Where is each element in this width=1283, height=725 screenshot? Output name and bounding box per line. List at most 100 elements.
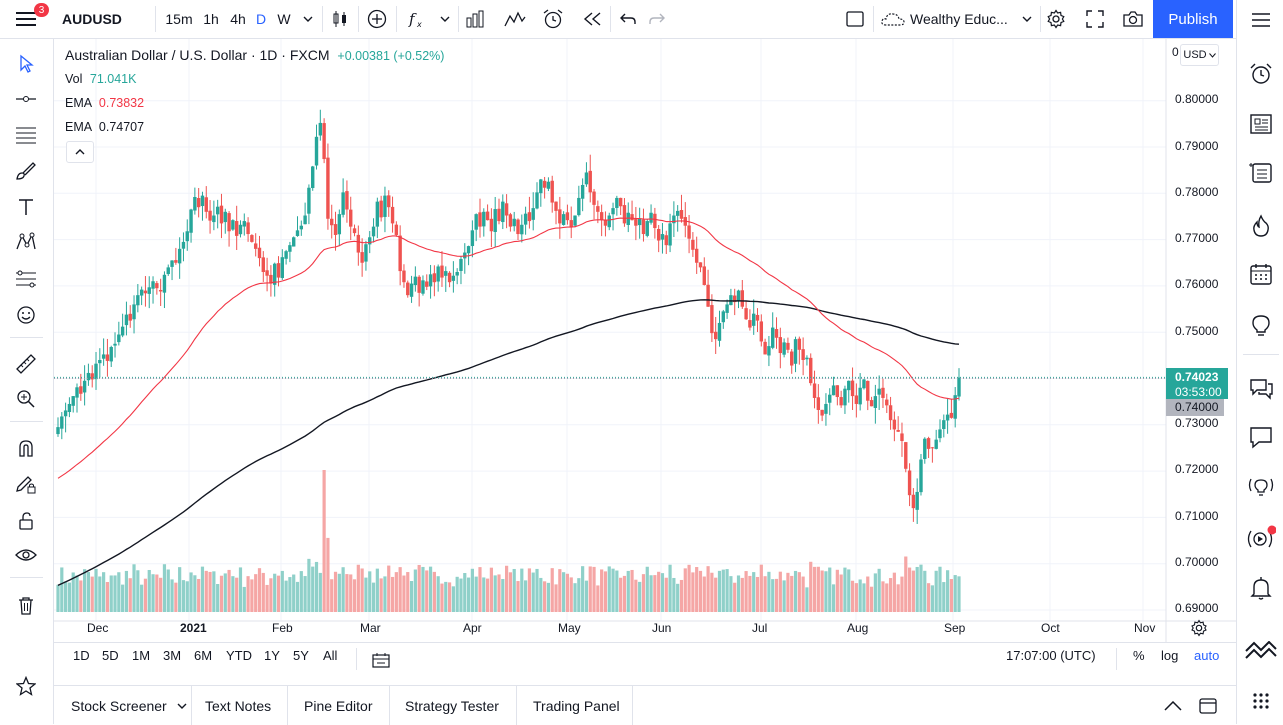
range-all[interactable]: All bbox=[323, 648, 338, 663]
lock-drawings-tool[interactable] bbox=[12, 507, 40, 535]
layout-menu-button[interactable]: Wealthy Educ... bbox=[880, 0, 1038, 38]
magnet-tool[interactable] bbox=[12, 434, 40, 462]
range-6m[interactable]: 6M bbox=[194, 648, 213, 663]
icon-tool[interactable] bbox=[12, 301, 40, 329]
ema-slow-legend[interactable]: EMA 0.74707 bbox=[65, 120, 144, 134]
volume-bar bbox=[67, 582, 72, 612]
interval-d[interactable]: D bbox=[255, 11, 267, 27]
more-options-button[interactable] bbox=[1245, 685, 1277, 717]
candle-body bbox=[717, 322, 722, 341]
indicators-dropdown[interactable] bbox=[436, 0, 454, 38]
volume-bar bbox=[729, 576, 733, 612]
utc-clock[interactable]: 17:07:00 (UTC) bbox=[1006, 648, 1096, 663]
ideas-button[interactable] bbox=[1245, 310, 1277, 342]
volume-bar bbox=[543, 581, 547, 612]
private-chat-button[interactable] bbox=[1245, 421, 1277, 453]
undo-button[interactable] bbox=[616, 0, 640, 38]
intervals-dropdown[interactable] bbox=[298, 0, 318, 38]
log-toggle[interactable]: log bbox=[1161, 648, 1179, 663]
stay-in-drawing-tool[interactable] bbox=[12, 470, 40, 498]
streams-button[interactable] bbox=[1245, 522, 1277, 554]
ema-fast-legend[interactable]: EMA 0.73832 bbox=[65, 96, 144, 110]
interval-1h[interactable]: 1h bbox=[203, 11, 219, 27]
pattern-tool[interactable] bbox=[12, 228, 40, 256]
hotlists-button[interactable] bbox=[1245, 210, 1277, 242]
news-button[interactable] bbox=[1245, 108, 1277, 140]
volume-bar bbox=[474, 576, 478, 612]
range-1m[interactable]: 1M bbox=[132, 648, 151, 663]
maximize-panel-button[interactable] bbox=[1199, 686, 1217, 725]
currency-select[interactable]: USD bbox=[1180, 44, 1219, 66]
price-axis-top-clip: 0 bbox=[1172, 45, 1179, 59]
publish-button[interactable]: Publish bbox=[1153, 0, 1233, 38]
tab-text-notes[interactable]: Text Notes bbox=[205, 697, 272, 714]
brush-tool[interactable] bbox=[12, 157, 40, 185]
collapse-panel-button[interactable] bbox=[1164, 686, 1182, 725]
alerts-button[interactable] bbox=[1245, 58, 1277, 90]
cursor-tool[interactable] bbox=[12, 50, 40, 78]
symbol-search[interactable]: AUDUSD bbox=[62, 11, 122, 27]
collapse-legend-button[interactable] bbox=[66, 141, 94, 163]
volume-legend[interactable]: Vol 71.041K bbox=[65, 72, 136, 86]
select-layout-button[interactable] bbox=[842, 0, 868, 38]
ideas-stream-button[interactable] bbox=[1245, 471, 1277, 503]
interval-4h[interactable]: 4h bbox=[230, 11, 246, 27]
prediction-tool[interactable] bbox=[12, 265, 40, 293]
volume-bar bbox=[809, 561, 813, 612]
financials-button[interactable] bbox=[463, 0, 487, 38]
remove-drawings-tool[interactable] bbox=[12, 592, 40, 620]
range-5d[interactable]: 5D bbox=[102, 648, 119, 663]
candle-body bbox=[489, 218, 494, 232]
measure-tool[interactable] bbox=[12, 350, 40, 378]
hide-drawings-tool[interactable] bbox=[12, 541, 40, 569]
range-1d[interactable]: 1D bbox=[73, 648, 90, 663]
candle-body bbox=[356, 234, 361, 253]
chart-type-button[interactable] bbox=[328, 0, 352, 38]
fullscreen-button[interactable] bbox=[1082, 0, 1108, 38]
go-to-date-button[interactable] bbox=[372, 652, 390, 673]
settings-button[interactable] bbox=[1044, 0, 1068, 38]
chart-settings-button[interactable] bbox=[1190, 619, 1208, 642]
notifications-button[interactable] bbox=[1245, 572, 1277, 604]
candle-body bbox=[580, 184, 585, 199]
interval-15m[interactable]: 15m bbox=[165, 11, 193, 27]
redo-button[interactable] bbox=[645, 0, 669, 38]
favorites-tool[interactable] bbox=[12, 672, 40, 700]
zoom-tool[interactable] bbox=[12, 385, 40, 413]
auto-toggle[interactable]: auto bbox=[1194, 648, 1220, 663]
candle-body bbox=[550, 180, 554, 203]
compare-button[interactable] bbox=[364, 0, 390, 38]
range-3m[interactable]: 3M bbox=[163, 648, 182, 663]
text-tool[interactable] bbox=[12, 193, 40, 221]
volume-bar bbox=[307, 558, 311, 612]
interval-w[interactable]: W bbox=[277, 11, 291, 27]
range-ytd[interactable]: YTD bbox=[226, 648, 252, 663]
candle-body bbox=[257, 247, 262, 259]
range-1y[interactable]: 1Y bbox=[264, 648, 280, 663]
templates-button[interactable] bbox=[502, 0, 528, 38]
candle-body bbox=[333, 224, 338, 235]
menu-button[interactable]: 3 bbox=[10, 0, 49, 38]
percent-toggle[interactable]: % bbox=[1133, 648, 1145, 663]
object-tree-button[interactable] bbox=[1245, 157, 1277, 189]
volume-bar bbox=[231, 576, 235, 612]
time-label: Aug bbox=[847, 621, 869, 635]
public-chat-button[interactable] bbox=[1245, 372, 1277, 404]
alert-button[interactable] bbox=[540, 0, 566, 38]
replay-button[interactable] bbox=[580, 0, 606, 38]
tab-stock-screener[interactable]: Stock Screener bbox=[71, 686, 187, 725]
tab-pine-editor[interactable]: Pine Editor bbox=[304, 697, 373, 714]
watchlist-button[interactable] bbox=[1245, 4, 1277, 36]
tab-trading-panel[interactable]: Trading Panel bbox=[533, 697, 620, 714]
tab-strategy-tester[interactable]: Strategy Tester bbox=[405, 697, 499, 714]
volume-bar bbox=[645, 566, 649, 612]
trend-line-tool[interactable] bbox=[12, 85, 40, 113]
layers-list-icon bbox=[1249, 163, 1272, 183]
snapshot-button[interactable] bbox=[1120, 0, 1146, 38]
fib-tool[interactable] bbox=[12, 121, 40, 149]
price-chart[interactable] bbox=[54, 39, 1236, 642]
calendar-button[interactable] bbox=[1245, 258, 1277, 290]
expand-sidebar-button[interactable] bbox=[1245, 636, 1277, 668]
range-5y[interactable]: 5Y bbox=[293, 648, 309, 663]
